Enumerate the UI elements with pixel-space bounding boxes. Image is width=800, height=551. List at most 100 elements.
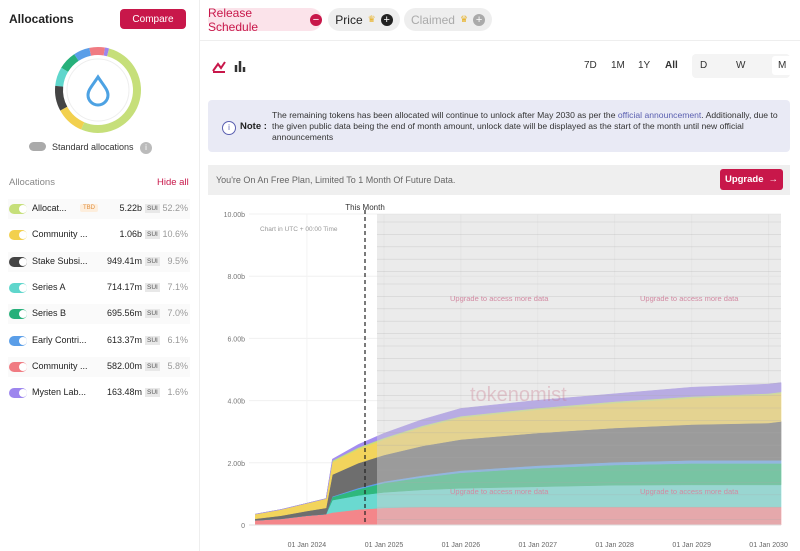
row-toggle[interactable] (9, 361, 27, 372)
range-button[interactable]: 1Y (638, 60, 651, 71)
current-month-label: This Month (345, 203, 385, 212)
crown: ♛ (367, 14, 376, 24)
toggle-knob (19, 362, 27, 371)
unit: SUI (145, 335, 160, 345)
x-tick-label: 01 Jan 2028 (595, 542, 634, 549)
sidebar: Allocations Compare Standard allocations… (0, 0, 200, 551)
x-tick-label: 01 Jan 2029 (672, 542, 711, 549)
hide-all[interactable]: Hide all (157, 177, 189, 188)
chart-type-icons (212, 61, 246, 73)
allocation-row: Allocat... TBD 5.22b SUI 52.2% (8, 199, 190, 219)
upgrade-button[interactable]: Upgrade → (720, 169, 783, 190)
allocation-row: Stake Subsi... 949.41m SUI 9.5% (8, 251, 190, 272)
amount: 582.00m (106, 360, 142, 371)
upgrade-notice: Upgrade to access more data (450, 294, 549, 303)
amount: 714.17m (106, 281, 142, 292)
tab-release[interactable]: Release Schedule − (208, 5, 322, 34)
row-toggle[interactable] (9, 388, 27, 399)
tag: TBD (80, 204, 98, 212)
unit: SUI (145, 361, 160, 371)
allocation-name: Series B (32, 308, 67, 319)
compare-button[interactable]: Compare (120, 9, 186, 29)
watermark: tokenomist (470, 384, 567, 406)
list-header: Allocations (9, 177, 55, 188)
granularity-button[interactable]: M (772, 56, 793, 75)
info-icon: i (140, 142, 152, 154)
donut-segment (81, 48, 141, 133)
toggle-knob (19, 310, 27, 319)
allocation-row: Early Contri... 613.37m SUI 6.1% (8, 331, 190, 351)
granularity-button[interactable]: D (700, 60, 708, 71)
amount: 163.48m (106, 387, 142, 398)
amount: 5.22b (119, 203, 142, 213)
row-toggle[interactable] (9, 204, 27, 214)
amount: 695.56m (106, 308, 142, 319)
toggle-knob (19, 231, 27, 240)
percent: 7.0% (167, 308, 188, 319)
row-toggle[interactable] (9, 230, 27, 241)
donut-segment (55, 85, 68, 111)
toggle-knob (19, 336, 27, 345)
note-icon: i (222, 121, 236, 135)
amount: 949.41m (106, 255, 142, 266)
y-tick-label: 0 (241, 523, 245, 530)
percent: 7.1% (167, 281, 188, 292)
note-text: The remaining tokens has been allocated … (272, 110, 784, 143)
range-button[interactable]: 1M (611, 60, 625, 71)
allocation-name: Community ... (32, 229, 88, 240)
toggle-knob (19, 205, 27, 213)
tab-claimed[interactable]: Claimed ♛ + (404, 8, 492, 31)
timezone-note: Chart in UTC + 00:00 Time (260, 226, 338, 233)
range-button[interactable]: All (665, 60, 678, 71)
row-toggle[interactable] (9, 282, 27, 293)
allocation-row: Mysten Lab... 163.48m SUI 1.6% (8, 383, 190, 403)
allocation-name: Stake Subsi... (32, 255, 88, 266)
note-box: i Note : The remaining tokens has been a… (208, 100, 790, 152)
note-link[interactable]: official announcement (617, 110, 702, 120)
tab-label: Claimed (410, 12, 455, 27)
unit: SUI (145, 256, 160, 266)
donut-center (66, 58, 130, 122)
tab-label: Release Schedule (208, 5, 259, 34)
plus-icon: + (380, 13, 393, 26)
percent: 10.6% (162, 229, 188, 240)
amount: 1.06b (119, 229, 142, 240)
arrow: → (768, 174, 779, 185)
allocation-name: Series A (32, 281, 66, 292)
x-tick-label: 01 Jan 2024 (288, 542, 327, 549)
percent: 5.8% (167, 360, 188, 371)
x-tick-label: 01 Jan 2027 (518, 542, 557, 549)
y-tick-label: 8.00b (227, 274, 245, 281)
token-logo (86, 74, 110, 107)
row-toggle[interactable] (9, 335, 27, 346)
unit: SUI (145, 204, 160, 213)
toggle-knob (19, 257, 27, 266)
plus-icon: + (473, 13, 486, 26)
percent: 6.1% (167, 334, 188, 345)
compare-label: Compare (132, 13, 174, 25)
tab-price[interactable]: Price ♛ + (328, 8, 400, 31)
line-icon[interactable] (212, 61, 226, 73)
row-toggle[interactable] (9, 256, 27, 267)
area-chart: 0 2.00b 4.00b 6.00b 8.00b 10.00b 01 Jan 2024 01… (224, 203, 788, 549)
minus-icon: − (310, 13, 322, 26)
granularity-button[interactable]: W (736, 60, 746, 71)
upgrade-banner: You're On An Free Plan, Limited To 1 Mon… (208, 165, 790, 195)
row-toggle[interactable] (9, 309, 27, 320)
y-tick-label: 6.00b (227, 336, 245, 343)
donut-segment (55, 67, 69, 87)
donut-chart (55, 47, 141, 133)
toggle[interactable] (29, 142, 46, 151)
y-tick-label: 10.00b (224, 212, 246, 219)
allocation-row: Series B 695.56m SUI 7.0% (8, 304, 190, 325)
toggle-label: Standard allocations (52, 142, 134, 152)
allocation-row: Community ... 582.00m SUI 5.8% (8, 356, 190, 377)
allocation-name: Community ... (32, 360, 88, 371)
range-button[interactable]: 7D (584, 60, 597, 71)
toggle-knob (19, 283, 27, 292)
donut-segment (74, 47, 92, 61)
unit: SUI (145, 282, 160, 292)
bar-icon[interactable] (234, 61, 246, 72)
